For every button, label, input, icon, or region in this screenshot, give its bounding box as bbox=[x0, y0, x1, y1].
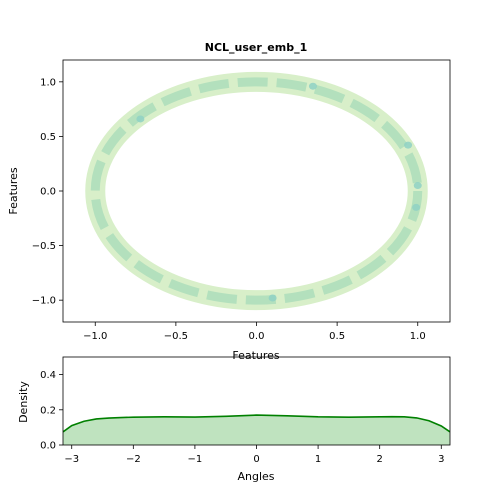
bottom-x-tick-label: 0 bbox=[253, 454, 259, 465]
bottom-x-axis: −3 −2 −1 0 1 2 3 bbox=[64, 445, 444, 465]
top-y-tick-label: −1.0 bbox=[32, 296, 56, 307]
bottom-y-axis: 0.0 0.2 0.4 bbox=[40, 370, 63, 452]
top-x-axis: −1.0 −0.5 0.0 0.5 1.0 bbox=[83, 322, 426, 342]
top-plot-area bbox=[85, 71, 428, 311]
top-x-tick-label: 0.0 bbox=[249, 331, 265, 342]
density-hotspot bbox=[412, 203, 421, 211]
top-x-tick-label: 1.0 bbox=[410, 331, 426, 342]
bottom-plot-area bbox=[63, 414, 450, 445]
top-y-axis-label: Features bbox=[7, 167, 20, 215]
bottom-x-tick-label: 3 bbox=[438, 454, 444, 465]
top-y-axis: −1.0 −0.5 0.0 0.5 1.0 bbox=[32, 77, 63, 307]
top-x-axis-label: Features bbox=[232, 349, 280, 362]
density-hotspot bbox=[268, 294, 277, 302]
top-x-tick-label: 0.5 bbox=[329, 331, 345, 342]
density-hotspot bbox=[308, 82, 317, 90]
top-chart-title: NCL_user_emb_1 bbox=[205, 41, 308, 54]
bottom-x-axis-label: Angles bbox=[237, 470, 274, 483]
bottom-x-tick-label: −1 bbox=[188, 454, 203, 465]
bottom-y-axis-label: Density bbox=[17, 381, 30, 423]
density-hotspot bbox=[413, 182, 422, 190]
top-y-tick-label: −0.5 bbox=[32, 241, 56, 252]
top-chart: NCL_user_emb_1 −1.0 −0.5 0.0 0.5 1.0 −1.0 −0.… bbox=[7, 41, 451, 362]
bottom-y-tick-label: 0.2 bbox=[40, 405, 56, 416]
top-x-tick-label: −0.5 bbox=[164, 331, 188, 342]
top-x-tick-label: −1.0 bbox=[83, 331, 107, 342]
bottom-x-tick-label: −3 bbox=[64, 454, 79, 465]
density-line bbox=[63, 414, 450, 433]
density-hotspot bbox=[136, 115, 145, 123]
bottom-y-tick-label: 0.4 bbox=[40, 370, 56, 381]
density-area bbox=[63, 415, 450, 445]
top-y-tick-label: 0.0 bbox=[40, 187, 56, 198]
top-y-tick-label: 1.0 bbox=[40, 77, 56, 88]
top-axes-frame bbox=[62, 59, 451, 323]
bottom-x-tick-label: −2 bbox=[126, 454, 141, 465]
bottom-chart: −3 −2 −1 0 1 2 3 0.0 0.2 0.4 Angles Density bbox=[17, 356, 451, 483]
density-hotspot bbox=[404, 141, 413, 149]
density-ring-inner bbox=[90, 77, 423, 305]
bottom-x-tick-label: 1 bbox=[315, 454, 321, 465]
bottom-y-tick-label: 0.0 bbox=[40, 441, 56, 452]
bottom-x-tick-label: 2 bbox=[376, 454, 382, 465]
top-y-tick-label: 0.5 bbox=[40, 132, 56, 143]
